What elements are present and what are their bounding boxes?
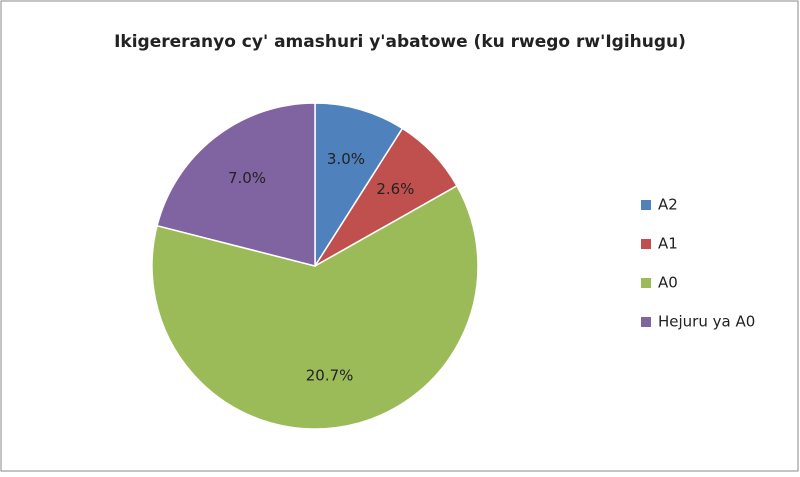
legend-label: A1 (658, 235, 678, 253)
legend-swatch (641, 239, 651, 249)
data-label: 20.7% (306, 366, 354, 384)
chart-title: Ikigereranyo cy' amashuri y'abatowe (ku … (114, 32, 686, 52)
pie-slice (314, 102, 404, 269)
legend-label: Hejuru ya A0 (658, 313, 755, 331)
data-label: 7.0% (228, 169, 266, 187)
legend-swatch (641, 317, 651, 327)
legend-swatch (641, 200, 651, 210)
data-label: 3.0% (327, 150, 365, 168)
legend-label: A0 (658, 274, 678, 292)
legend-swatch (641, 278, 651, 288)
data-label: 2.6% (376, 180, 414, 198)
legend-label: A2 (658, 196, 678, 214)
pie-slice (156, 102, 316, 267)
pie-slice (151, 184, 479, 430)
